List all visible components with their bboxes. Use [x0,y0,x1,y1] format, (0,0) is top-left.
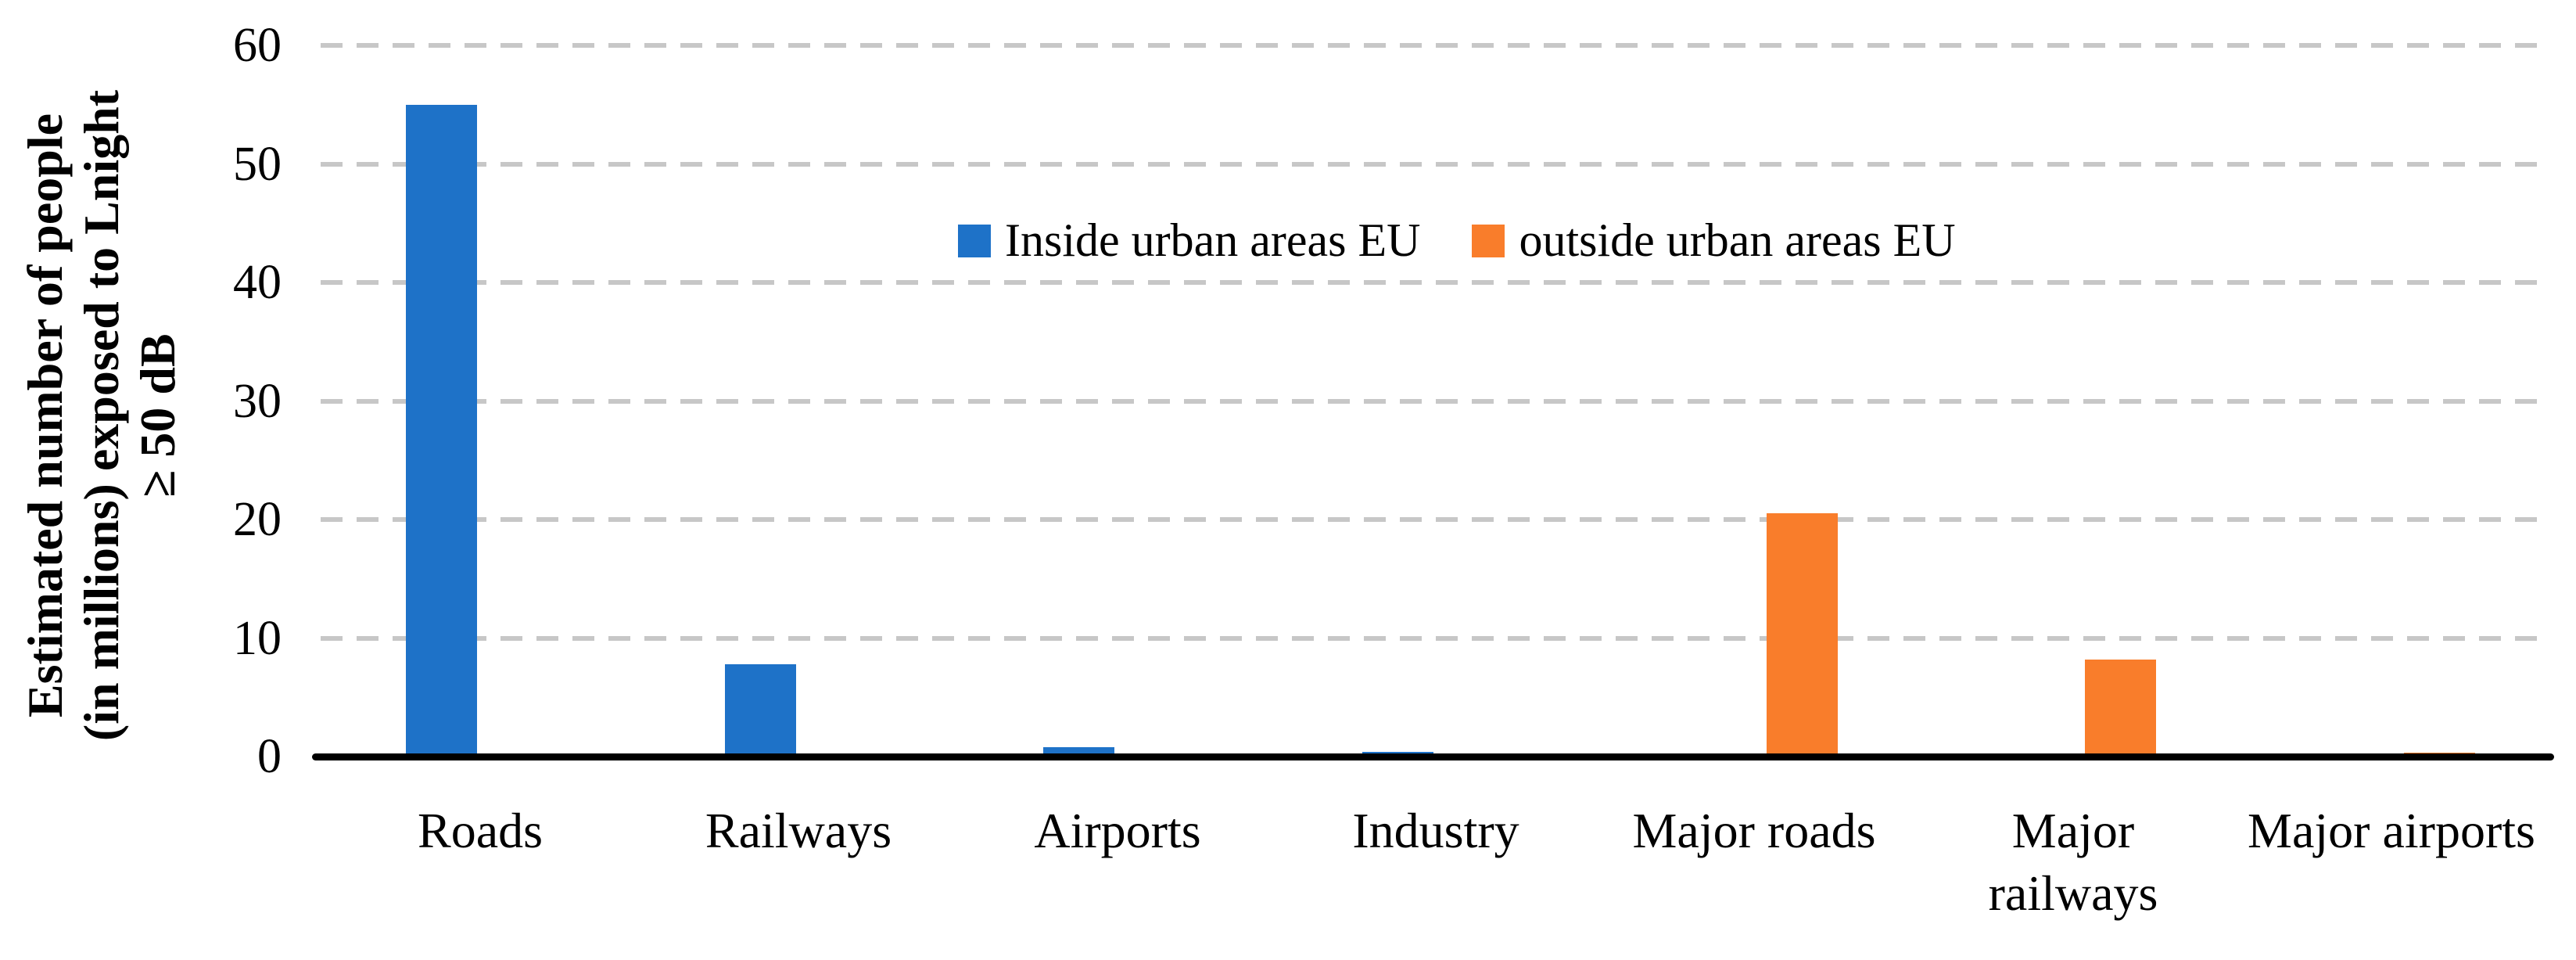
x-label-airports: Airports [1034,803,1201,858]
gridline-40 [321,280,2551,285]
x-label-major-railways: Major railways [1988,803,2158,921]
legend: Inside urban areas EU outside urban area… [958,211,1956,270]
legend-swatch-blue [958,224,991,257]
gridline-30 [321,398,2551,404]
y-tick-60: 60 [233,19,282,72]
x-axis-line [312,753,2554,760]
y-tick-0: 0 [257,730,282,783]
bar-roads [406,105,477,759]
x-label-industry: Industry [1352,803,1519,858]
bar-major-roads [1767,513,1838,759]
x-label-major-roads: Major roads [1632,803,1876,858]
gridline-60 [321,43,2551,48]
gridline-10 [321,635,2551,641]
y-tick-50: 50 [233,137,282,191]
gridline-50 [321,161,2551,167]
y-tick-40: 40 [233,256,282,309]
gridline-20 [321,517,2551,522]
legend-swatch-orange [1472,224,1505,257]
y-tick-20: 20 [233,493,282,546]
x-label-major-airports: Major airports [2248,803,2535,858]
legend-label-outside-urban: outside urban areas EU [1519,214,1956,266]
x-label-roads: Roads [418,803,543,858]
bar-major-railways [2085,660,2156,759]
x-label-railways: Railways [705,803,892,858]
y-tick-10: 10 [233,611,282,665]
bar-railways [725,664,796,759]
legend-label-inside-urban: Inside urban areas EU [1005,214,1421,266]
y-tick-30: 30 [233,374,282,428]
